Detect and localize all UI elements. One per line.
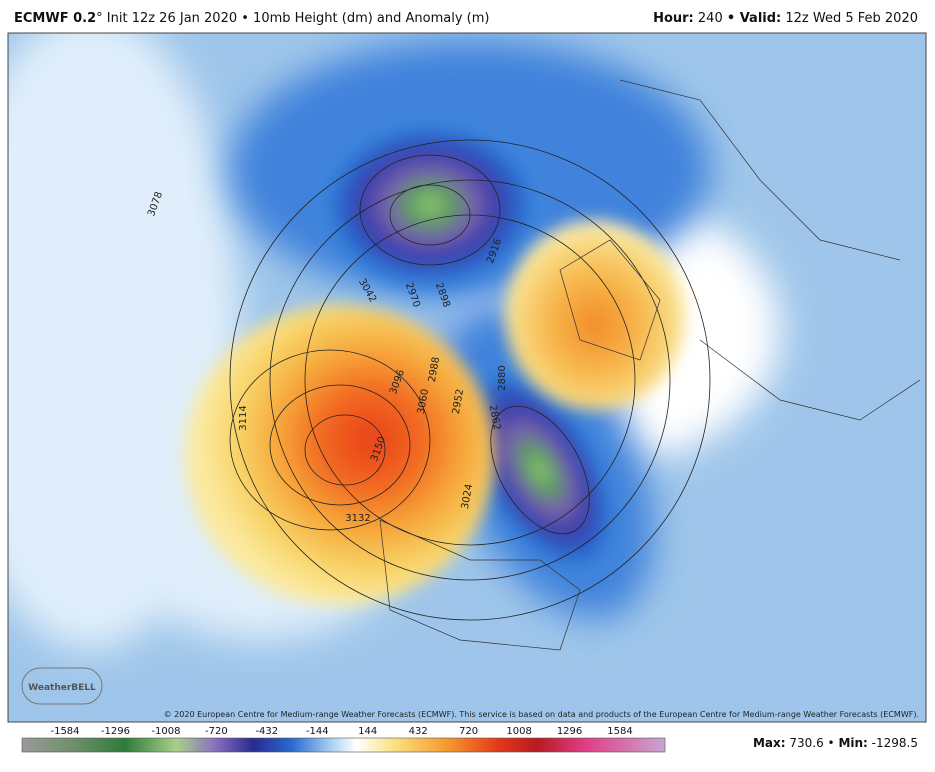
colorbar-tick-label: -1008 — [151, 726, 180, 737]
colorbar-tick-label: 1584 — [607, 726, 632, 737]
valid-label: • Valid: — [727, 11, 781, 26]
hour: 240 — [698, 11, 723, 26]
colorbar-tick-label: 432 — [409, 726, 428, 737]
min-label: Min: — [838, 736, 867, 750]
description: ° Init 12z 26 Jan 2020 • 10mb Height (dm… — [96, 11, 489, 26]
max-min: Max: 730.6 • Min: -1298.5 — [753, 736, 918, 750]
max-label: Max: — [753, 736, 786, 750]
contour-label: 2952 — [451, 388, 466, 415]
logo: WeatherBELL — [28, 683, 96, 693]
map: WeatherBELL © 2020 European Centre for M… — [8, 33, 926, 722]
contour-label: 3060 — [416, 388, 431, 415]
valid-time: Hour: 240 • Valid: 12z Wed 5 Feb 2020 — [653, 11, 918, 26]
colorbar-tick-label: -144 — [306, 726, 329, 737]
contour-label: 3024 — [460, 483, 475, 510]
colorbar-tick-label: -432 — [255, 726, 278, 737]
model: ECMWF 0.2 — [14, 11, 96, 26]
copyright: © 2020 European Centre for Medium-range … — [164, 710, 919, 719]
colorbar — [21, 737, 666, 753]
colorbar-tick-label: -720 — [205, 726, 228, 737]
hour-label: Hour: — [653, 11, 694, 26]
contour-label: 2880 — [497, 365, 508, 390]
colorbar-tick-label: -1296 — [101, 726, 130, 737]
title: ECMWF 0.2° Init 12z 26 Jan 2020 • 10mb H… — [14, 11, 490, 26]
contour-label: 3132 — [345, 513, 370, 524]
contour-label: 2862 — [487, 404, 502, 431]
colorbar-tick-label: 1296 — [557, 726, 582, 737]
valid: 12z Wed 5 Feb 2020 — [785, 11, 918, 26]
colorbar-tick-label: 144 — [358, 726, 377, 737]
colorbar-tick-label: 720 — [459, 726, 478, 737]
max: 730.6 — [789, 736, 823, 750]
contour-label: 2988 — [427, 356, 442, 383]
colorbar-tick-label: 1008 — [506, 726, 531, 737]
sep: • — [828, 736, 835, 750]
colorbar-tick-label: -1584 — [50, 726, 79, 737]
min: -1298.5 — [872, 736, 918, 750]
contour-label: 3114 — [238, 405, 249, 430]
